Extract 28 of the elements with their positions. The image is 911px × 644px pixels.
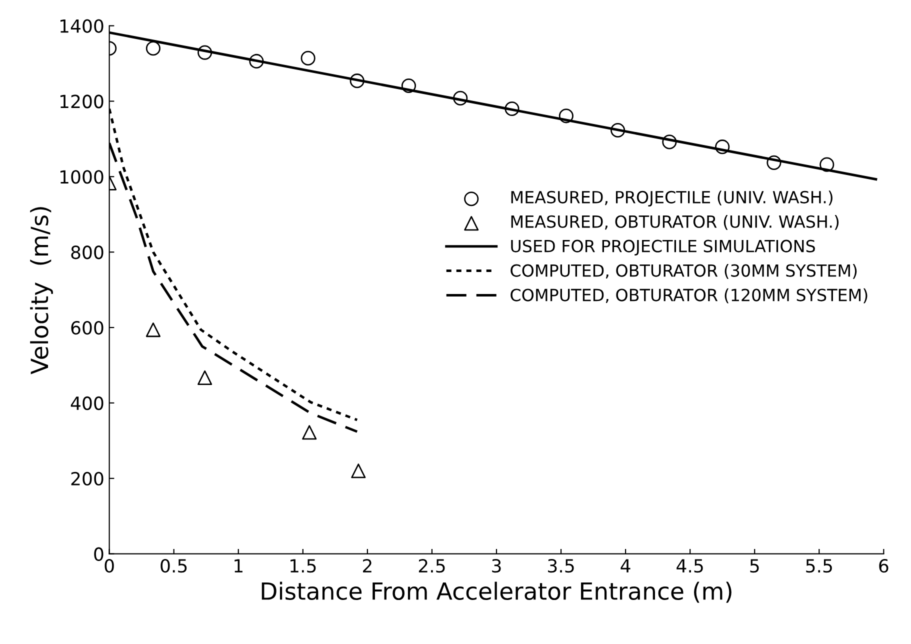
y-tick-label: 1400 (60, 19, 104, 33)
x-tick-label: 4.5 (676, 559, 703, 573)
y-tick-label: 200 (71, 472, 104, 486)
y-tick-label: 600 (71, 320, 104, 335)
legend-label: MEASURED, OBTURATOR (UNIV. WASH.) (511, 215, 839, 230)
y-tick-label: 0 (94, 547, 104, 561)
legend-label: COMPUTED, OBTURATOR (30MM SYSTEM) (510, 264, 857, 279)
x-tick-label: 1 (234, 559, 242, 572)
x-tick-label: 0 (104, 559, 114, 573)
x-tick-label: 3 (492, 559, 501, 573)
x-tick-label: 4 (620, 559, 630, 572)
legend-label: COMPUTED, OBTURATOR (120MM SYSTEM) (510, 288, 868, 304)
x-tick-label: 0.5 (160, 559, 187, 573)
x-tick-label: 1.5 (290, 559, 316, 573)
x-tick-label: 6 (879, 559, 888, 573)
y-axis-title: Velocity (m/s) (30, 207, 53, 374)
y-tick-label: 800 (71, 246, 104, 260)
x-tick-label: 3.5 (548, 559, 574, 573)
legend-label: MEASURED, PROJECTILE (UNIV. WASH.) (511, 190, 832, 207)
x-tick-label: 2 (363, 559, 372, 572)
legend-label: USED FOR PROJECTILE SIMULATIONS (511, 240, 815, 256)
x-tick-label: 2.5 (418, 559, 445, 573)
y-tick-label: 1000 (60, 170, 104, 184)
x-tick-label: 5.5 (806, 559, 832, 573)
x-axis-title: Distance From Accelerator Entrance (m) (262, 582, 732, 603)
y-tick-label: 1200 (60, 94, 104, 108)
x-tick-label: 5 (750, 559, 759, 573)
y-tick-label: 400 (70, 396, 104, 410)
